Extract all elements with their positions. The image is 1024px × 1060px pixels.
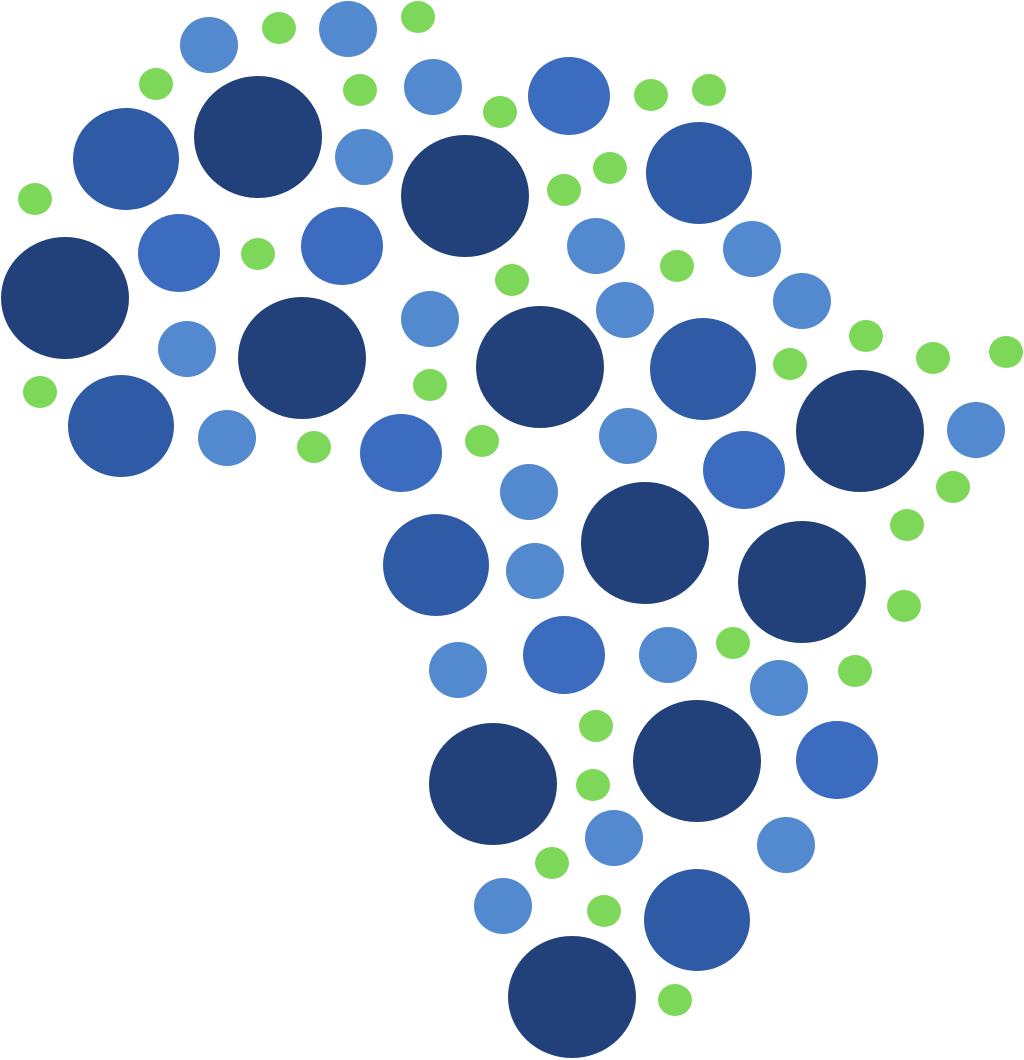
green-dot-62 [23,376,57,408]
green-dot-65 [465,425,499,457]
navy-dot-7 [738,521,866,643]
green-dot-51 [692,74,726,106]
royal-dot-15 [383,514,489,616]
navy-dot-4 [476,306,604,428]
medium-dot-22 [523,616,605,694]
light-dot-39 [429,642,487,698]
light-dot-36 [500,464,558,520]
light-dot-42 [585,810,643,866]
royal-dot-12 [646,122,752,224]
green-dot-60 [916,342,950,374]
green-dot-72 [576,769,610,801]
navy-dot-5 [796,370,924,492]
medium-dot-21 [703,431,785,509]
light-dot-40 [639,627,697,683]
light-dot-35 [599,408,657,464]
medium-dot-20 [360,414,442,492]
medium-dot-17 [528,57,610,135]
green-dot-61 [989,336,1023,368]
light-dot-27 [335,129,393,185]
green-dot-75 [658,984,692,1016]
green-dot-64 [297,431,331,463]
light-dot-26 [404,59,462,115]
green-dot-47 [139,68,173,100]
navy-dot-6 [581,482,709,604]
light-dot-31 [401,291,459,347]
royal-dot-13 [68,375,174,477]
light-dot-37 [947,402,1005,458]
light-dot-28 [567,218,625,274]
royal-dot-14 [650,318,756,420]
medium-dot-19 [301,207,383,285]
light-dot-44 [474,878,532,934]
light-dot-24 [180,17,238,73]
royal-dot-16 [644,869,750,971]
green-dot-67 [890,509,924,541]
green-dot-54 [593,152,627,184]
green-dot-52 [18,183,52,215]
green-dot-74 [587,895,621,927]
navy-dot-0 [194,76,322,198]
green-dot-45 [262,12,296,44]
green-dot-71 [579,710,613,742]
light-dot-32 [596,282,654,338]
navy-dot-2 [1,237,129,359]
light-dot-29 [723,221,781,277]
green-dot-69 [716,627,750,659]
green-dot-66 [936,471,970,503]
green-dot-59 [773,348,807,380]
royal-dot-11 [73,108,179,210]
navy-dot-8 [429,723,557,845]
navy-dot-3 [238,297,366,419]
green-dot-48 [343,74,377,106]
green-dot-49 [483,96,517,128]
green-dot-63 [413,369,447,401]
green-dot-73 [535,847,569,879]
medium-dot-23 [796,721,878,799]
medium-dot-18 [138,214,220,292]
light-dot-30 [773,273,831,329]
navy-dot-9 [633,700,761,822]
green-dot-46 [401,1,435,33]
green-dot-50 [634,79,668,111]
light-dot-43 [757,817,815,873]
green-dot-58 [849,320,883,352]
light-dot-34 [198,410,256,466]
light-dot-38 [506,543,564,599]
green-dot-55 [241,238,275,270]
green-dot-57 [660,250,694,282]
green-dot-56 [495,264,529,296]
light-dot-41 [750,660,808,716]
green-dot-53 [547,174,581,206]
navy-dot-10 [508,936,636,1058]
green-dot-68 [887,590,921,622]
green-dot-70 [838,655,872,687]
light-dot-33 [158,321,216,377]
light-dot-25 [319,1,377,57]
navy-dot-1 [401,135,529,257]
